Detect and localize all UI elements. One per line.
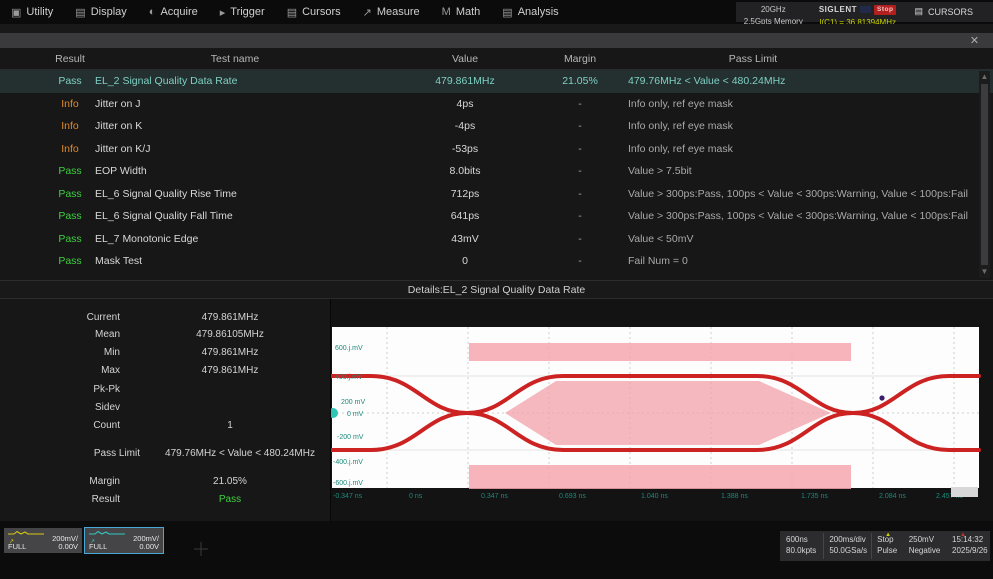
svg-text:0.693 ns: 0.693 ns [559,493,586,500]
svg-text:600.j.mV: 600.j.mV [335,345,363,352]
svg-text:0 mV: 0 mV [347,411,364,418]
svg-text:-400.j.mV: -400.j.mV [333,459,363,466]
svg-text:1.040 ns: 1.040 ns [641,493,668,500]
svg-text:-600.j.mV: -600.j.mV [333,480,363,487]
svg-text:2.084 ns: 2.084 ns [879,493,906,500]
svg-text:1.735 ns: 1.735 ns [801,493,828,500]
svg-text:-0.347 ns: -0.347 ns [333,493,363,500]
svg-text:-200 mV: -200 mV [337,434,364,441]
svg-text:0 ns: 0 ns [409,493,423,500]
svg-text:400.j.mV: 400.j.mV [335,374,363,381]
svg-text:0.347 ns: 0.347 ns [481,493,508,500]
svg-text:200 mV: 200 mV [341,399,365,406]
svg-text:1.388 ns: 1.388 ns [721,493,748,500]
